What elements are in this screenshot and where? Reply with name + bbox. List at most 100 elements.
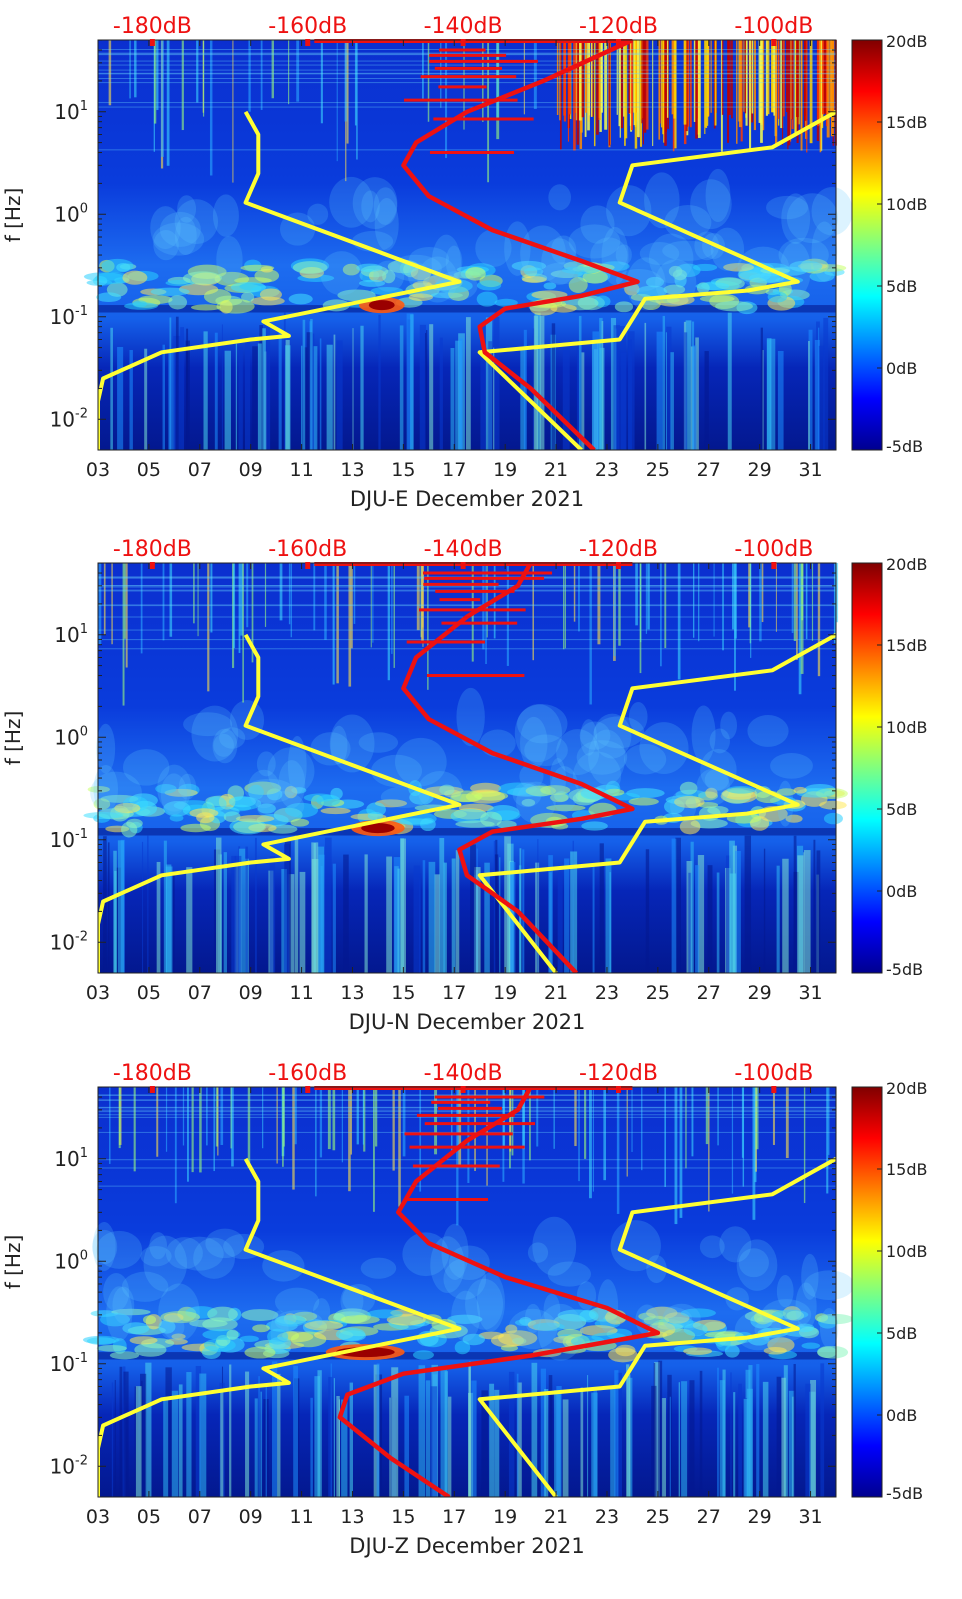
spectrogram-stripe (719, 1380, 726, 1497)
spectrogram-stripe (319, 338, 322, 450)
hf-streak (182, 1087, 185, 1146)
microseism-blob (494, 298, 518, 307)
hf-streak (315, 1087, 317, 1197)
spectrogram-stripe (336, 1395, 340, 1497)
spectrogram-stripe (544, 1389, 549, 1497)
spectrogram-stripe (186, 867, 193, 973)
hf-streak (262, 1087, 264, 1149)
spectrogram-stripe (272, 1361, 278, 1497)
spectrogram-stripe (727, 312, 732, 450)
model-line-high (477, 1157, 836, 1497)
hf-streak (332, 1087, 336, 1151)
spectrogram-stripe (302, 319, 306, 450)
hf-streak (664, 563, 667, 649)
noise-cloud (122, 749, 170, 786)
spectrogram-stripe (610, 1388, 616, 1497)
hf-streak (727, 40, 731, 115)
noise-cloud (174, 1236, 224, 1271)
hf-streak (372, 563, 374, 643)
microseism-blob (726, 785, 756, 794)
spectrogram-stripe (229, 1364, 232, 1497)
hf-line (98, 1094, 836, 1096)
spectrogram-stripe (406, 313, 414, 450)
hf-streak (181, 40, 184, 131)
hf-streak (608, 40, 611, 146)
hf-streak (332, 563, 335, 685)
spectrogram-stripe (678, 1382, 681, 1497)
hf-streak (356, 40, 358, 160)
hf-streak (659, 40, 661, 124)
spectrogram-stripe (216, 837, 222, 973)
spectrogram-stripe (776, 1376, 782, 1497)
hf-streak (372, 1087, 375, 1212)
microseism-blob (150, 287, 190, 296)
microseism-blob (87, 785, 110, 793)
spectrogram-stripe (734, 850, 741, 973)
spectrogram-stripe (430, 1386, 438, 1497)
x-tick-label: 17 (442, 1506, 466, 1528)
microseism-blob (114, 802, 141, 814)
x-tick-label: 03 (86, 459, 110, 481)
noise-cloud (149, 1232, 168, 1260)
spectrogram-stripe (675, 837, 681, 973)
hf-streak (626, 1087, 628, 1177)
x-tick-label: 05 (137, 982, 161, 1004)
top-axis-tick (615, 1086, 621, 1093)
model-line-low (98, 633, 462, 973)
spectrogram-stripe (810, 1380, 817, 1497)
microseism-blob (785, 814, 803, 823)
spectrogram-stripe (548, 1375, 553, 1497)
spectrogram-stripe (220, 1390, 224, 1497)
noise-cloud (644, 172, 680, 229)
hf-streak (251, 563, 254, 663)
top-axis-tick (149, 1086, 155, 1093)
hf-streak (387, 563, 390, 681)
noise-cloud (213, 733, 234, 757)
spectrogram-stripe (426, 330, 428, 450)
hf-streak (559, 40, 561, 121)
spectrogram-stripe (376, 1363, 380, 1497)
microseism-blob (116, 262, 131, 272)
microseism-blob (579, 1309, 599, 1323)
hf-streak (777, 40, 780, 119)
spectrogram-stripe (364, 854, 368, 973)
spectrogram-stripe (730, 1372, 732, 1497)
hf-line (98, 1099, 836, 1101)
hf-streak (247, 1087, 251, 1168)
x-tick-label: 15 (391, 1506, 415, 1528)
spectrogram-stripe (763, 848, 766, 973)
spectrogram-stripe (808, 329, 813, 450)
microseism-blob (340, 1315, 380, 1325)
noise-cloud (371, 754, 423, 788)
spectrogram-stripe (480, 325, 487, 450)
colorbar-label: 15dB (886, 636, 928, 655)
hf-streak (419, 1087, 422, 1192)
spectrogram-stripe (670, 352, 674, 450)
hf-streak (824, 40, 826, 115)
hf-streak (772, 1087, 775, 1145)
hf-streak (833, 563, 836, 644)
hf-line (98, 639, 836, 641)
spectrogram-stripe (110, 327, 113, 450)
spectrogram-stripe (140, 1373, 147, 1497)
noise-cloud (664, 204, 712, 240)
microseism-blob (180, 823, 211, 833)
spectrogram-stripe (692, 345, 697, 450)
spectrogram-stripe (666, 326, 672, 450)
microseism-blob (359, 279, 386, 287)
spectrogram-stripe (418, 1365, 426, 1497)
hf-line (98, 69, 836, 71)
hf-streak (800, 40, 803, 151)
noise-cloud (786, 193, 838, 244)
spectrogram-stripe (592, 331, 600, 450)
spectrogram-stripe (562, 1399, 569, 1497)
spectrogram-stripe (493, 316, 500, 450)
microseism-blob (561, 266, 601, 275)
hf-streak (755, 1087, 759, 1150)
spectrogram-stripe (214, 332, 218, 450)
hf-streak (647, 563, 650, 630)
spectrogram-stripe (803, 850, 811, 973)
spectrogram-stripe (455, 850, 460, 973)
hf-streak (220, 1087, 224, 1145)
noise-psd-line (401, 563, 635, 973)
